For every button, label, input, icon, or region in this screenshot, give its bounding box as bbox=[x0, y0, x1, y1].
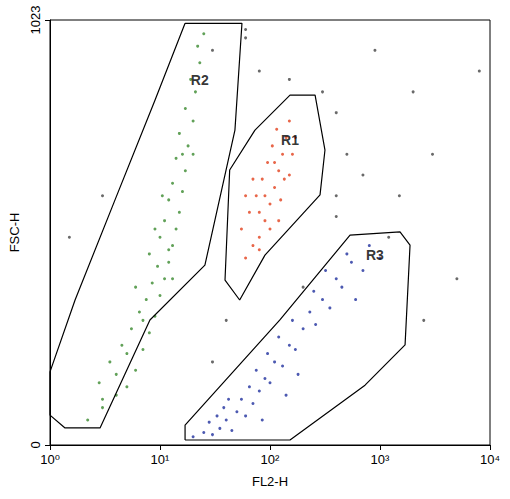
svg-text:FSC-H: FSC-H bbox=[7, 213, 22, 253]
svg-text:1023: 1023 bbox=[28, 6, 43, 35]
svg-text:FL2-H: FL2-H bbox=[252, 474, 288, 489]
svg-text:10⁴: 10⁴ bbox=[480, 452, 500, 467]
svg-text:10³: 10³ bbox=[371, 452, 390, 467]
svg-text:R2: R2 bbox=[191, 72, 209, 88]
svg-text:R3: R3 bbox=[366, 247, 384, 263]
svg-text:10⁰: 10⁰ bbox=[40, 452, 60, 467]
svg-text:10¹: 10¹ bbox=[151, 452, 170, 467]
svg-text:0: 0 bbox=[28, 441, 43, 448]
svg-text:R1: R1 bbox=[281, 132, 299, 148]
svg-text:10²: 10² bbox=[261, 452, 280, 467]
